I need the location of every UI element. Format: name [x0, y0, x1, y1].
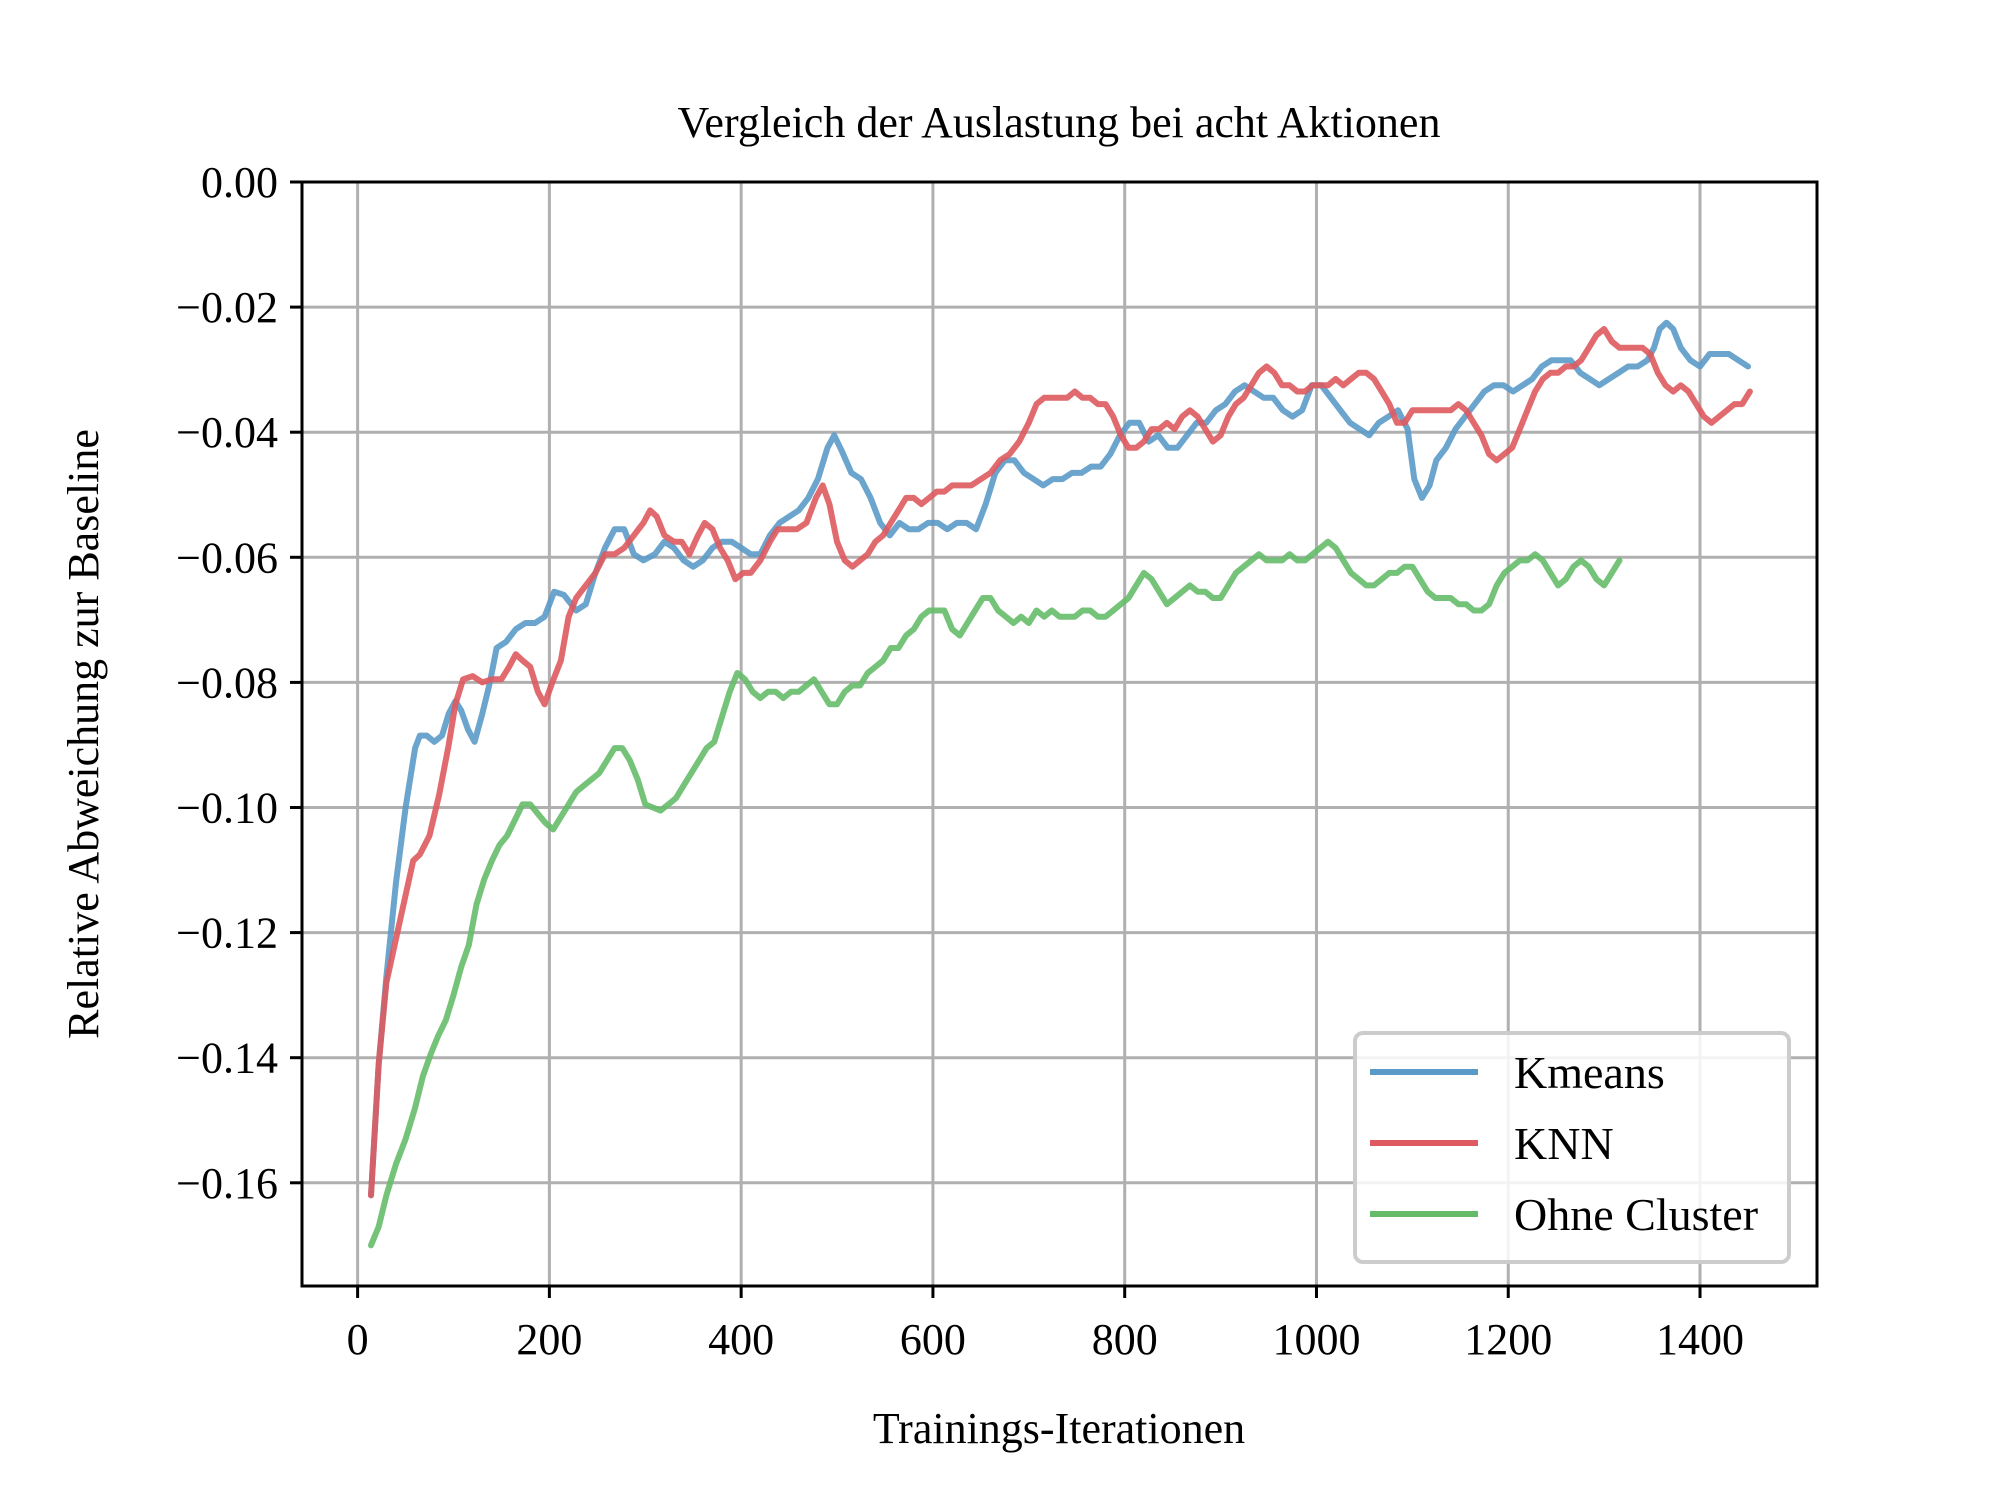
y-tick-label: −0.14: [176, 1034, 278, 1083]
x-tick-label: 600: [900, 1315, 966, 1364]
y-axis-label: Relative Abweichung zur Baseline: [59, 429, 108, 1039]
legend: Kmeans KNN Ohne Cluster: [1353, 1031, 1791, 1264]
x-tick-label: 1400: [1656, 1315, 1744, 1364]
legend-box: [1353, 1031, 1791, 1264]
y-tick-label: −0.04: [176, 408, 278, 457]
plot-frame: [300, 180, 1819, 1288]
series-line-ohne-cluster: [368, 538, 1623, 1249]
y-tick-label: −0.16: [176, 1159, 278, 1208]
legend-label: Kmeans: [1514, 1047, 1665, 1098]
y-tick-label: −0.06: [176, 533, 278, 582]
legend-label: Ohne Cluster: [1514, 1189, 1758, 1240]
x-tick-label: 400: [708, 1315, 774, 1364]
x-tick-label: 200: [516, 1315, 582, 1364]
series-lines: [368, 319, 1753, 1249]
y-tick-label: −0.10: [176, 783, 278, 832]
x-tick-label: 0: [347, 1315, 369, 1364]
x-axis-label: Trainings-Iterationen: [873, 1404, 1245, 1453]
y-tick-label: −0.12: [176, 909, 278, 958]
y-tick-label: −0.08: [176, 658, 278, 707]
y-tick-label: 0.00: [201, 158, 278, 207]
axis-ticks: 0 200 400 600 800 1000 1200 1400 0.00 −0.02 −0.04 −…: [176, 158, 1744, 1364]
chart-title: Vergleich der Auslastung bei acht Aktion…: [678, 98, 1441, 147]
series-line-knn: [368, 326, 1753, 1199]
x-tick-label: 1200: [1464, 1315, 1552, 1364]
series-line-kmeans: [368, 319, 1751, 1199]
legend-label: KNN: [1514, 1118, 1614, 1169]
x-tick-label: 1000: [1272, 1315, 1360, 1364]
x-tick-label: 800: [1092, 1315, 1158, 1364]
y-tick-label: −0.02: [176, 283, 278, 332]
